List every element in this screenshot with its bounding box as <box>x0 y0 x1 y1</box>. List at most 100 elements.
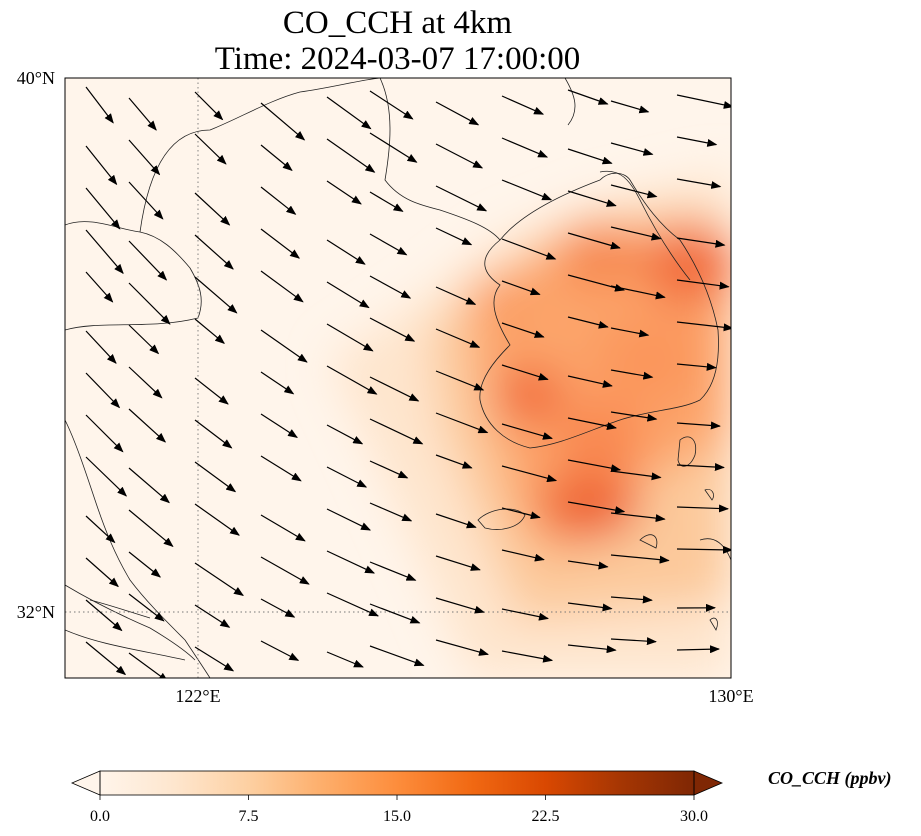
wind-arrow <box>260 186 297 215</box>
wind-arrow <box>85 229 124 275</box>
wind-arrow <box>567 190 617 207</box>
wind-arrow <box>326 180 362 205</box>
wind-arrow <box>194 318 225 344</box>
wind-arrow <box>501 322 545 338</box>
colorbar-label: CO_CCH (ppbv) <box>768 768 892 788</box>
wind-arrow <box>85 187 121 230</box>
wind-arrow <box>610 184 658 199</box>
wind-arrow <box>369 233 408 256</box>
gridlines <box>65 78 731 678</box>
wind-arrow <box>260 144 293 172</box>
wind-arrow <box>85 599 123 632</box>
wind-arrow <box>260 514 306 542</box>
wind-arrow <box>567 148 613 165</box>
wind-arrow <box>567 501 626 515</box>
wind-arrow <box>610 142 654 156</box>
wind-arrow <box>676 178 722 189</box>
wind-arrow <box>501 280 541 296</box>
wind-arrow <box>194 503 240 536</box>
wind-arrow <box>128 97 157 131</box>
wind-arrow <box>85 271 114 303</box>
wind-arrow <box>676 545 731 554</box>
wind-arrow <box>260 228 300 259</box>
wind-arrow <box>194 276 238 314</box>
map-title-line2: Time: 2024-03-07 17:00:00 <box>214 41 581 77</box>
wind-arrow <box>501 507 541 520</box>
wind-arrow <box>326 96 372 130</box>
map-frame <box>64 77 732 679</box>
wind-arrow <box>85 86 114 124</box>
wind-arrow <box>128 366 163 399</box>
wind-arrow <box>676 504 729 513</box>
wind-arrow <box>435 412 489 434</box>
wind-arrow <box>194 461 237 493</box>
wind-arrow <box>128 467 170 504</box>
wind-arrow <box>369 275 412 299</box>
wind-arrow <box>369 418 424 445</box>
wind-arrow <box>676 237 726 248</box>
wind-arrow <box>501 549 545 562</box>
wind-arrow <box>501 423 553 440</box>
coastlines <box>65 78 731 678</box>
wind-arrow <box>610 470 662 481</box>
wind-arrow <box>85 414 124 453</box>
wind-arrow <box>85 330 117 364</box>
wind-arrow <box>369 317 416 342</box>
wind-arrow <box>610 554 670 564</box>
wind-arrow <box>260 413 298 438</box>
wind-arrow <box>85 145 118 186</box>
wind-arrow <box>369 191 404 212</box>
wind-arrow <box>260 640 300 661</box>
colorbar-tick-1: 7.5 <box>239 808 259 825</box>
wind-arrow <box>369 90 414 120</box>
wind-arrow <box>85 372 121 409</box>
wind-arrow <box>326 239 366 265</box>
wind-arrow <box>128 139 161 176</box>
wind-arrow <box>567 560 609 570</box>
wind-arrow <box>501 364 549 381</box>
wind-arrow <box>501 465 558 483</box>
wind-arrow <box>194 91 224 121</box>
wind-arrow <box>369 645 425 667</box>
wind-arrow <box>85 515 116 544</box>
wind-arrow <box>610 285 666 300</box>
wind-arrow <box>260 455 302 482</box>
wind-arrow <box>610 595 653 604</box>
wind-arrow <box>435 328 481 348</box>
wind-arrow <box>260 371 295 395</box>
wind-arrow <box>501 650 554 663</box>
wind-arrow <box>567 232 621 250</box>
colorbar: 0.0 7.5 15.0 22.5 30.0 <box>70 770 724 825</box>
wind-arrow <box>260 102 306 141</box>
wind-arrow <box>501 608 549 621</box>
wind-arrow <box>567 602 613 612</box>
wind-arrow <box>435 370 485 391</box>
wind-arrow <box>128 408 167 443</box>
wind-arrow <box>194 604 231 628</box>
wind-arrow <box>369 132 418 163</box>
wind-arrow <box>435 143 484 169</box>
wind-arrow <box>260 329 308 363</box>
wind-arrow <box>501 137 549 158</box>
map-title-line1: CO_CCH at 4km <box>282 5 513 41</box>
wind-arrow <box>435 639 489 656</box>
wind-arrow <box>85 557 119 588</box>
wind-arrow <box>435 597 485 614</box>
lat-tick-32: 32°N <box>17 602 55 622</box>
wind-arrow <box>260 598 296 618</box>
wind-arrow <box>128 509 174 548</box>
wind-arrow <box>676 362 717 371</box>
wind-arrow <box>610 369 654 380</box>
wind-arrow <box>260 556 310 585</box>
wind-arrow <box>194 419 233 449</box>
wind-arrow <box>194 562 244 596</box>
wind-arrow <box>369 502 413 522</box>
wind-arrow <box>128 593 165 622</box>
colorbar-tick-4: 30.0 <box>680 808 708 825</box>
wind-arrow <box>501 238 557 260</box>
wind-arrow <box>194 234 234 270</box>
colorbar-gradient <box>100 771 694 795</box>
wind-arrow <box>610 411 658 422</box>
wind-vectors <box>85 86 731 678</box>
wind-arrow <box>501 179 553 201</box>
